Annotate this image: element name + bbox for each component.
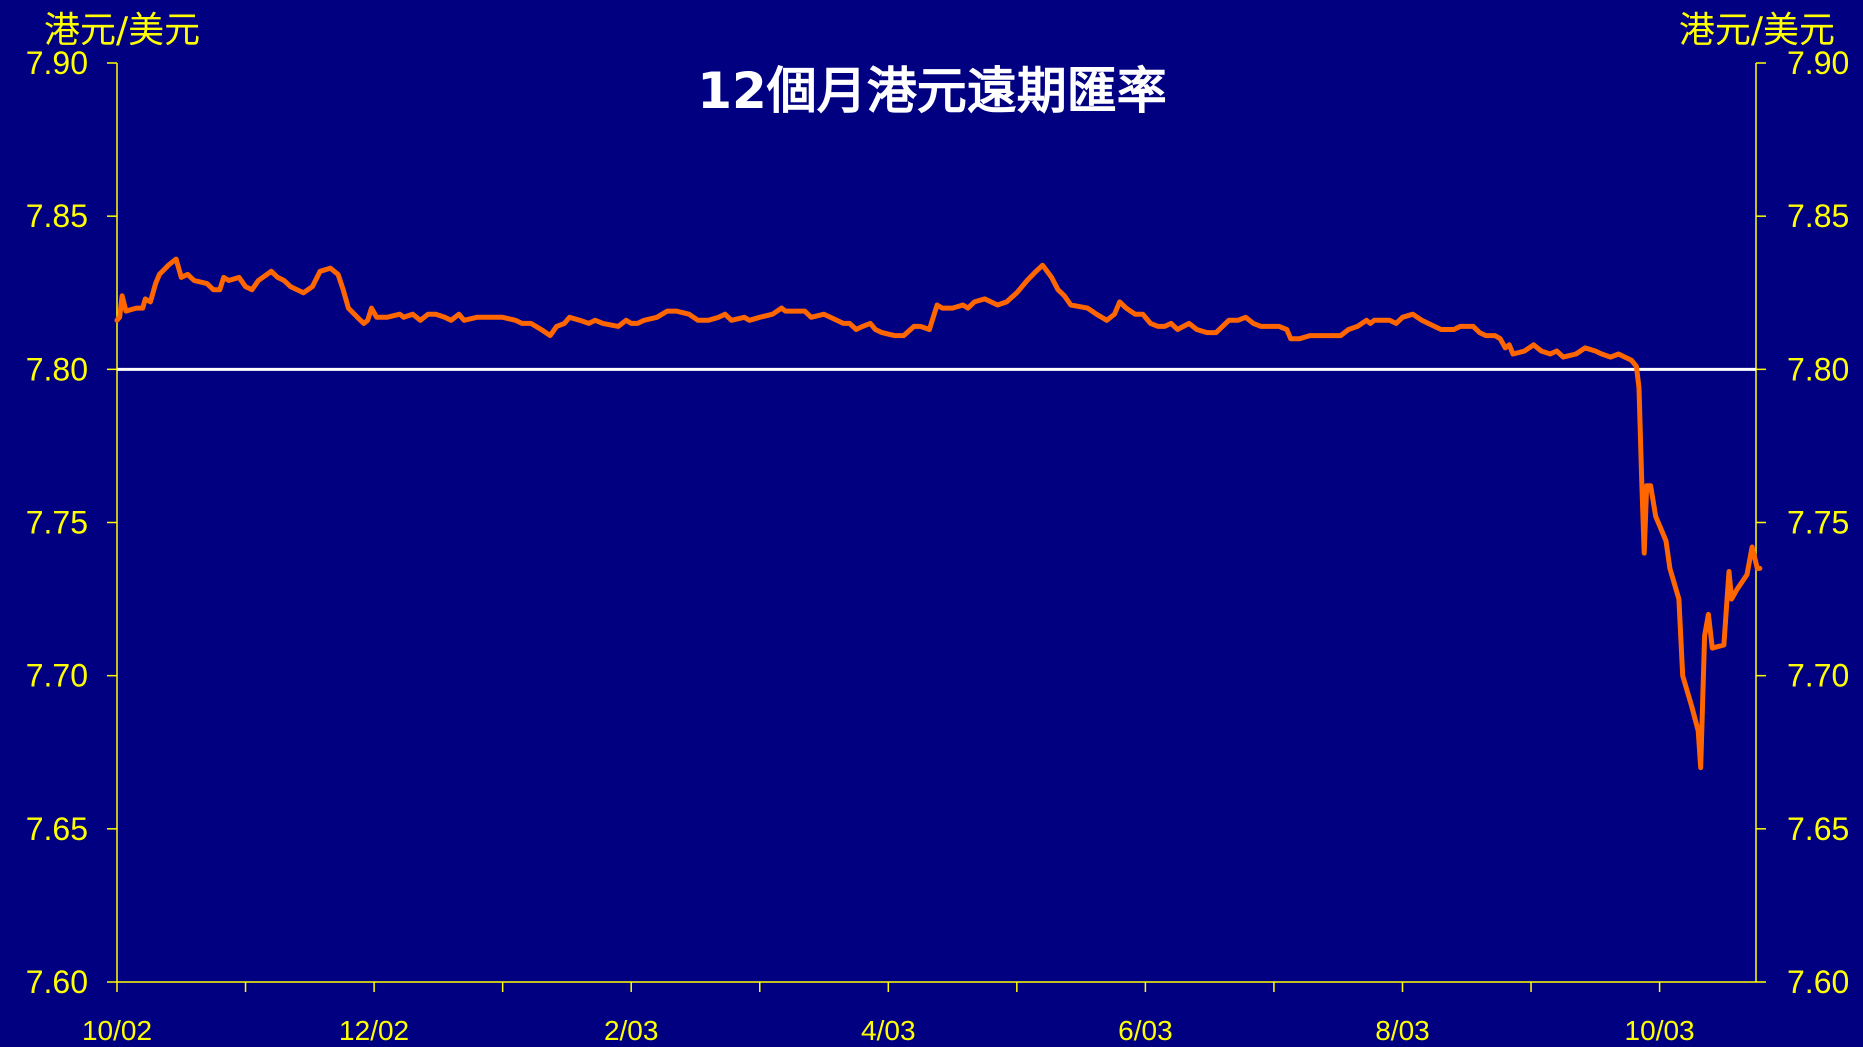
y-tick-label-right: 7.80 [1787,351,1849,387]
x-tick-label: 12/02 [339,1015,409,1046]
y-axis-label-left: 港元/美元 [44,10,200,51]
x-tick-label: 4/03 [861,1015,916,1046]
y-axis-label-right: 港元/美元 [1679,10,1835,51]
y-tick-label-left: 7.75 [26,505,88,541]
x-tick-label: 6/03 [1118,1015,1173,1046]
y-tick-label-left: 7.70 [26,658,88,694]
y-tick-label-right: 7.65 [1787,811,1849,847]
y-tick-label-left: 7.60 [26,964,88,1000]
series-line-forward-rate [114,256,1763,771]
y-tick-label-right: 7.85 [1787,198,1849,234]
y-tick-label-right: 7.75 [1787,505,1849,541]
y-tick-label-left: 7.65 [26,811,88,847]
chart-title: 12個月港元遠期匯率 [697,62,1167,120]
y-tick-label-left: 7.90 [26,45,88,81]
x-tick-label: 10/03 [1625,1015,1695,1046]
y-tick-label-right: 7.70 [1787,658,1849,694]
y-tick-label-right: 7.60 [1787,964,1849,1000]
x-tick-label: 2/03 [604,1015,659,1046]
x-tick-label: 8/03 [1375,1015,1430,1046]
y-tick-label-right: 7.90 [1787,45,1849,81]
x-tick-label: 10/02 [82,1015,152,1046]
y-tick-label-left: 7.80 [26,351,88,387]
axes-layer: 7.90 7.90 7.85 7.85 7.80 7.80 7.75 7.75 7.70 7.70… [26,45,1850,1046]
y-tick-label-left: 7.85 [26,198,88,234]
series-layer [114,256,1763,771]
